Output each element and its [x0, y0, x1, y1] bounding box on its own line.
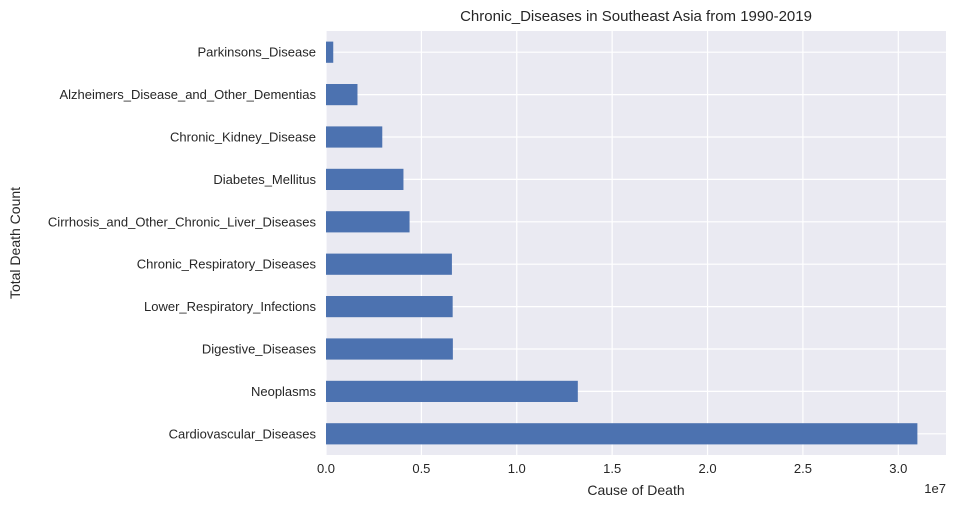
- bar: [326, 168, 404, 190]
- x-tick-label: 1.5: [603, 461, 621, 476]
- y-tick-label: Neoplasms: [251, 384, 317, 399]
- x-tick-label: 0.0: [317, 461, 335, 476]
- x-tick-label: 2.0: [698, 461, 716, 476]
- bar: [326, 423, 918, 445]
- bar: [326, 126, 383, 148]
- y-axis-label: Total Death Count: [7, 187, 23, 299]
- bar: [326, 41, 334, 63]
- bar: [326, 211, 410, 233]
- x-tick-label: 1.0: [508, 461, 526, 476]
- y-tick-label: Parkinsons_Disease: [197, 45, 316, 60]
- x-tick-label: 3.0: [889, 461, 907, 476]
- bar: [326, 338, 453, 360]
- x-axis-label: Cause of Death: [587, 482, 684, 498]
- x-tick-labels: 0.0 0.5 1.0 1.5 2.0 2.5 3.0: [317, 461, 907, 476]
- y-tick-label: Chronic_Respiratory_Diseases: [137, 257, 317, 272]
- x-axis-offset-label: 1e7: [924, 481, 946, 496]
- y-tick-label: Alzheimers_Disease_and_Other_Dementias: [59, 87, 316, 102]
- chart-title: Chronic_Diseases in Southeast Asia from …: [460, 8, 812, 25]
- y-tick-label: Lower_Respiratory_Infections: [144, 299, 316, 314]
- x-tick-label: 2.5: [794, 461, 812, 476]
- bars: [326, 41, 918, 445]
- bar: [326, 84, 358, 106]
- y-tick-label: Cirrhosis_and_Other_Chronic_Liver_Diseas…: [48, 214, 317, 229]
- y-tick-label: Diabetes_Mellitus: [213, 172, 316, 187]
- y-tick-labels: Cardiovascular_Diseases Neoplasms Digestiv…: [48, 45, 317, 442]
- bar: [326, 296, 453, 318]
- bar: [326, 380, 578, 402]
- bar: [326, 253, 452, 275]
- x-tick-label: 0.5: [412, 461, 430, 476]
- y-tick-label: Cardiovascular_Diseases: [169, 426, 317, 441]
- y-tick-label: Digestive_Diseases: [202, 342, 317, 357]
- y-tick-label: Chronic_Kidney_Disease: [170, 130, 316, 145]
